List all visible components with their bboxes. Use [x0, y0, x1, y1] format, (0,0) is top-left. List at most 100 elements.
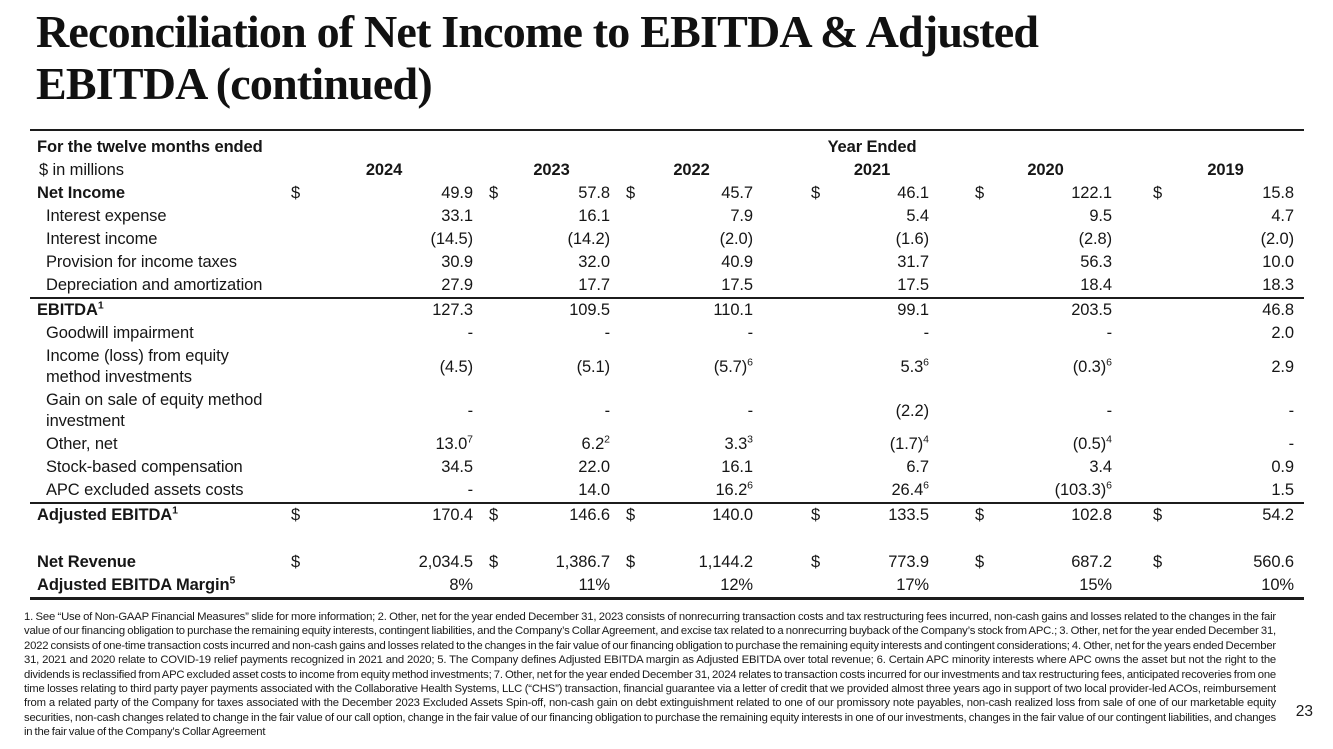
column-gap: [939, 159, 969, 182]
column-gap: [1122, 297, 1147, 322]
column-gap: [763, 502, 805, 527]
row-label: Interest income: [46, 230, 158, 248]
value-cell: 0.9: [1271, 458, 1294, 476]
year-header-2020: 2020: [1027, 161, 1064, 179]
column-gap: [763, 456, 805, 479]
table-body: Net Income $49.9 $57.8 $45.7 $46.1 $122.1 $15.…: [30, 182, 1304, 600]
table-row: [30, 527, 1304, 551]
value-cell: -: [1288, 401, 1295, 420]
row-label: Adjusted EBITDA Margin5: [30, 574, 285, 600]
table-row: Interest income (14.5) (14.2) (2.0) (1.6) (2.…: [30, 228, 1304, 251]
row-label: Provision for income taxes: [46, 253, 237, 271]
currency-symbol: $: [489, 553, 499, 571]
header-spacer: [285, 130, 763, 159]
row-label: Depreciation and amortization: [46, 276, 263, 294]
value-cell: $102.8: [969, 502, 1122, 527]
value-cell: $45.7: [620, 182, 763, 205]
column-gap: [939, 182, 969, 205]
spacer-cell: [30, 527, 1304, 551]
row-label: Gain on sale of equity method investment: [46, 391, 263, 430]
value-cell: (5.1): [576, 357, 611, 376]
column-gap: [763, 228, 805, 251]
value-cell: 11%: [483, 574, 620, 600]
column-gap: [763, 574, 805, 600]
currency-symbol: $: [291, 506, 301, 524]
value-cell: 110.1: [620, 297, 763, 322]
value-cell: (14.5): [430, 230, 473, 248]
table-row: Adjusted EBITDA1 $170.4 $146.6 $140.0 $133.5…: [30, 502, 1304, 527]
table-row: Stock-based compensation 34.5 22.0 16.1 6.7 3…: [30, 456, 1304, 479]
value-cell: 127.3: [285, 297, 483, 322]
row-label: Goodwill impairment: [46, 324, 194, 342]
table-row: Adjusted EBITDA Margin5 8% 11% 12% 17% 15% 10%: [30, 574, 1304, 600]
value-cell: 31.7: [897, 253, 929, 271]
row-label: Net Income: [37, 184, 125, 202]
value-cell: 16.1: [578, 207, 610, 225]
value-cell: 2.9: [1271, 357, 1294, 376]
column-gap: [939, 502, 969, 527]
year-ended-label: Year Ended: [827, 138, 917, 156]
table-row: Other, net 13.07 6.22 3.33 (1.7)4 (0.5)4 -: [30, 433, 1304, 456]
column-gap: [763, 251, 805, 274]
column-gap: [939, 479, 969, 503]
value-cell: $49.9: [285, 182, 483, 205]
column-gap: [1122, 433, 1147, 456]
value-cell: 22.0: [578, 458, 610, 476]
column-gap: [1122, 159, 1147, 182]
value-cell: $1,144.2: [620, 551, 763, 574]
table-row: Income (loss) from equity method investm…: [30, 345, 1304, 389]
value-cell: $54.2: [1147, 502, 1304, 527]
table-header-row-years: $ in millions 2024 2023 2022 2021 2020 2…: [30, 159, 1304, 182]
value-cell: 5.4: [906, 207, 929, 225]
value-cell: 3.33: [724, 433, 753, 453]
value-cell: 4.7: [1271, 207, 1294, 225]
year-header-2023: 2023: [533, 161, 570, 179]
table-row: APC excluded assets costs - 14.0 16.26 26.46…: [30, 479, 1304, 503]
row-label: Interest expense: [46, 207, 167, 225]
column-gap: [939, 389, 969, 433]
column-gap: [1122, 205, 1147, 228]
year-header-2022: 2022: [673, 161, 710, 179]
value-cell: 46.8: [1147, 297, 1304, 322]
column-gap: [939, 251, 969, 274]
value-cell: 6.22: [581, 433, 610, 453]
table-row: Interest expense 33.1 16.1 7.9 5.4 9.5 4.7: [30, 205, 1304, 228]
value-cell: $560.6: [1147, 551, 1304, 574]
value-cell: $46.1: [805, 182, 939, 205]
currency-symbol: $: [489, 184, 499, 202]
currency-symbol: $: [626, 553, 636, 571]
value-cell: -: [1288, 435, 1295, 453]
column-gap: [1122, 551, 1147, 574]
value-cell: $15.8: [1147, 182, 1304, 205]
column-gap: [763, 322, 805, 345]
value-cell: 7.9: [730, 207, 753, 225]
footnotes: 1. See “Use of Non-GAAP Financial Measur…: [24, 611, 1276, 739]
currency-symbol: $: [975, 184, 985, 202]
value-cell: -: [1106, 324, 1113, 342]
currency-symbol: $: [291, 553, 301, 571]
value-cell: 3.4: [1089, 458, 1112, 476]
value-cell: 56.3: [1080, 253, 1112, 271]
currency-symbol: $: [811, 506, 821, 524]
column-gap: [763, 433, 805, 456]
value-cell: 15%: [969, 574, 1122, 600]
column-gap: [1122, 502, 1147, 527]
value-cell: 10%: [1147, 574, 1304, 600]
value-cell: 109.5: [483, 297, 620, 322]
column-gap: [763, 479, 805, 503]
value-cell: $2,034.5: [285, 551, 483, 574]
row-label: Stock-based compensation: [46, 458, 243, 476]
table-row: Net Income $49.9 $57.8 $45.7 $46.1 $122.1 $15.…: [30, 182, 1304, 205]
value-cell: -: [747, 401, 754, 420]
column-gap: [939, 297, 969, 322]
value-cell: 10.0: [1262, 253, 1294, 271]
row-label: EBITDA1: [30, 297, 285, 322]
value-cell: 34.5: [441, 458, 473, 476]
value-cell: 33.1: [441, 207, 473, 225]
column-gap: [939, 322, 969, 345]
column-gap: [939, 274, 969, 298]
column-gap: [1122, 389, 1147, 433]
column-gap: [939, 551, 969, 574]
column-gap: [763, 551, 805, 574]
value-cell: (2.8): [1078, 230, 1113, 248]
